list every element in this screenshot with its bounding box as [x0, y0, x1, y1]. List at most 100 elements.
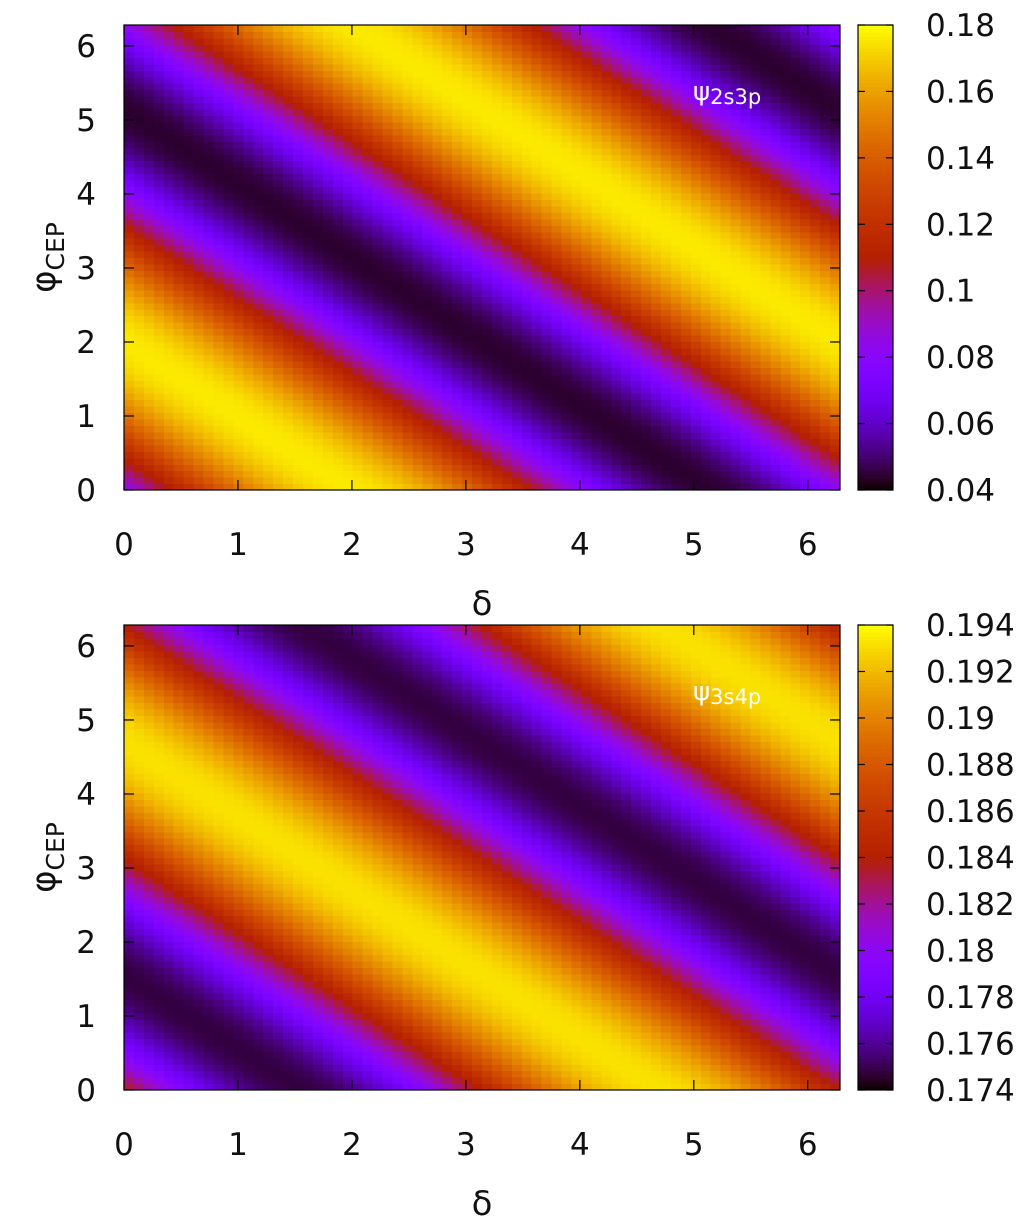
chart-1-heatmap-cell [750, 128, 762, 136]
chart-1-heatmap-cell [392, 418, 404, 427]
chart-1-heatmap-cell [651, 309, 662, 317]
chart-1-heatmap-cell [203, 44, 215, 52]
chart-1-heatmap-cell [670, 412, 682, 420]
chart-1-heatmap-cell [561, 167, 573, 175]
chart-1-heatmap-cell [372, 141, 384, 149]
chart-1-heatmap-cell [133, 347, 145, 355]
chart-1-heatmap-cell [611, 147, 622, 155]
chart-1-heatmap-cell [591, 128, 602, 136]
chart-1-heatmap-cell [322, 470, 334, 478]
chart-1-heatmap-cell [442, 108, 453, 117]
chart-1-heatmap-cell [611, 451, 622, 459]
chart-1-heatmap-cell [472, 315, 483, 323]
chart-1-heatmap-cell [193, 186, 205, 194]
chart-1-heatmap-cell [322, 406, 334, 414]
chart-1-heatmap-cell [472, 83, 483, 91]
chart-1-heatmap-cell [462, 477, 473, 485]
chart-1-heatmap-cell [710, 263, 722, 272]
chart-1-heatmap-cell [641, 335, 652, 343]
chart-1-heatmap-cell [651, 406, 662, 414]
chart-1-heatmap-cell [521, 199, 533, 207]
chart-1-heatmap-cell [133, 418, 145, 427]
chart-1-heatmap-cell [263, 89, 274, 97]
chart-1-heatmap-cell [303, 328, 314, 336]
chart-1-heatmap-cell [810, 367, 821, 375]
chart-1-heatmap-cell [173, 263, 185, 272]
chart-1-heatmap-cell [243, 225, 254, 233]
chart-1-heatmap-cell [621, 386, 632, 394]
chart-1-heatmap-cell [422, 167, 433, 175]
chart-1-heatmap-cell [382, 412, 394, 420]
chart-1-heatmap-cell [303, 251, 314, 259]
chart-1-heatmap-cell [740, 257, 752, 265]
chart-1-heatmap-cell [700, 418, 712, 427]
chart-1-heatmap-cell [432, 37, 443, 45]
chart-1-heatmap-cell [482, 483, 493, 491]
chart-1-heatmap-cell [531, 328, 543, 336]
chart-1-heatmap-cell [422, 76, 433, 84]
chart-1-heatmap-cell [740, 89, 752, 97]
chart-1-heatmap-cell [631, 186, 642, 194]
chart-1-heatmap-cell [342, 128, 354, 136]
chart-1-heatmap-cell [720, 231, 732, 239]
chart-1-heatmap-cell [561, 108, 573, 117]
chart-1-heatmap-cell [760, 192, 771, 200]
chart-1-heatmap-cell [124, 238, 135, 246]
chart-1-heatmap-cell [253, 483, 264, 491]
chart-1-heatmap-cell [133, 25, 145, 33]
chart-1-heatmap-cell [581, 160, 592, 168]
chart-1-heatmap-cell [641, 270, 652, 278]
chart-1-heatmap-cell [472, 167, 483, 175]
chart-1-heatmap-cell [670, 309, 682, 317]
chart-1-heatmap-cell [233, 212, 244, 220]
chart-1-heatmap-cell [442, 451, 453, 459]
chart-1-heatmap-cell [760, 347, 771, 355]
chart-1-heatmap-cell [372, 373, 384, 381]
chart-1-heatmap-cell [263, 380, 274, 388]
chart-1-heatmap-cell [491, 386, 503, 394]
chart-1-heatmap-cell [203, 444, 215, 452]
chart-1-heatmap-cell [442, 270, 453, 278]
chart-1-heatmap-cell [790, 180, 801, 188]
chart-1-heatmap-cell [680, 412, 692, 420]
chart-1-heatmap-cell [750, 180, 762, 188]
chart-1-heatmap-cell [730, 315, 742, 323]
chart-1-heatmap-cell [124, 444, 135, 452]
chart-1-heatmap-cell [422, 386, 433, 394]
chart-1-heatmap-cell [253, 315, 264, 323]
chart-1-heatmap-cell [810, 335, 821, 343]
chart-1-heatmap-cell [442, 70, 453, 78]
chart-1-heatmap-cell [233, 192, 244, 200]
chart-1-heatmap-cell [800, 83, 811, 91]
chart-1-heatmap-cell [243, 483, 254, 491]
chart-1-heatmap-cell [372, 160, 384, 168]
chart-1-heatmap-cell [511, 251, 523, 259]
chart-1-heatmap-cell [521, 89, 533, 97]
chart-1-heatmap-cell [432, 57, 443, 65]
chart-1-heatmap-cell [700, 25, 712, 33]
chart-1-heatmap-cell [700, 251, 712, 259]
chart-1-heatmap-cell [432, 141, 443, 149]
chart-1-heatmap-cell [442, 373, 453, 381]
chart-1-heatmap-cell [670, 44, 682, 52]
chart-1-heatmap-cell [452, 309, 463, 317]
chart-1-heatmap-cell [452, 70, 463, 78]
chart-1-heatmap-cell [253, 457, 264, 465]
chart-1-heatmap-cell [203, 108, 215, 117]
chart-1-heatmap-cell [670, 257, 682, 265]
chart-1-heatmap-cell [511, 134, 523, 142]
chart-1-heatmap-cell [531, 289, 543, 297]
chart-1-heatmap-cell [700, 386, 712, 394]
chart-1-heatmap-cell [561, 457, 573, 465]
chart-1-heatmap-cell [800, 483, 811, 491]
chart-1-heatmap-cell [561, 335, 573, 343]
chart-1-heatmap-cell [253, 63, 264, 71]
chart-1-heatmap-cell [422, 296, 433, 304]
chart-1-heatmap-cell [730, 367, 742, 375]
chart-1-heatmap-cell [680, 477, 692, 485]
chart-1-heatmap-cell [303, 418, 314, 427]
chart-1-heatmap-cell [611, 199, 622, 207]
chart-1-heatmap-cell [402, 57, 413, 65]
chart-1-heatmap-cell [233, 154, 244, 162]
chart-1-heatmap-cell [571, 438, 583, 446]
